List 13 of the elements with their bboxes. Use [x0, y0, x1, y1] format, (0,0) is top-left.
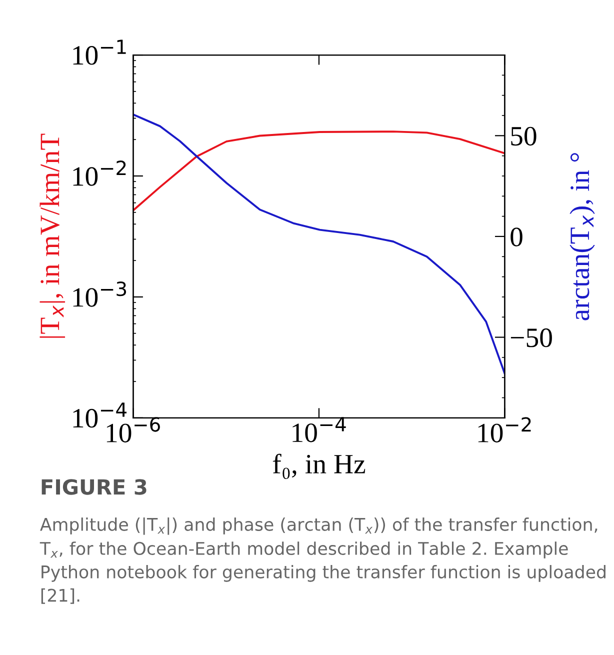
- y-tick-label: 10$^{−2}$: [73, 160, 126, 186]
- y2-tick-label: 50: [511, 126, 536, 146]
- text: Amplitude (|T$_{x}$|) and phase (arctan (T$_{x}$)) of the transfer function, T$_{x}$, for the Ocean-Earth model described in Table 2. Example Python notebook for generating the transfer function is uploaded [21].: [40, 517, 606, 604]
- y-tick-label: 10$^{−3}$: [73, 281, 126, 307]
- y-axis-title: |T$_{x}$|, in mV/km/nT: [40, 134, 66, 338]
- y2-tick-label: 0: [510, 228, 522, 246]
- y-tick-label: 10$^{−1}$: [73, 40, 126, 65]
- y2-axis-title: arctan(T$_{x}$), in °: [570, 153, 595, 320]
- x-axis-title: f₀, in Hz: [272, 454, 366, 480]
- y2-tick-label: −50: [510, 328, 552, 348]
- x-tick-label: 10$^{−4}$: [292, 417, 346, 442]
- x-tick-label: 10$^{−2}$: [478, 417, 531, 442]
- caption: FIGURE 3: [42, 479, 146, 495]
